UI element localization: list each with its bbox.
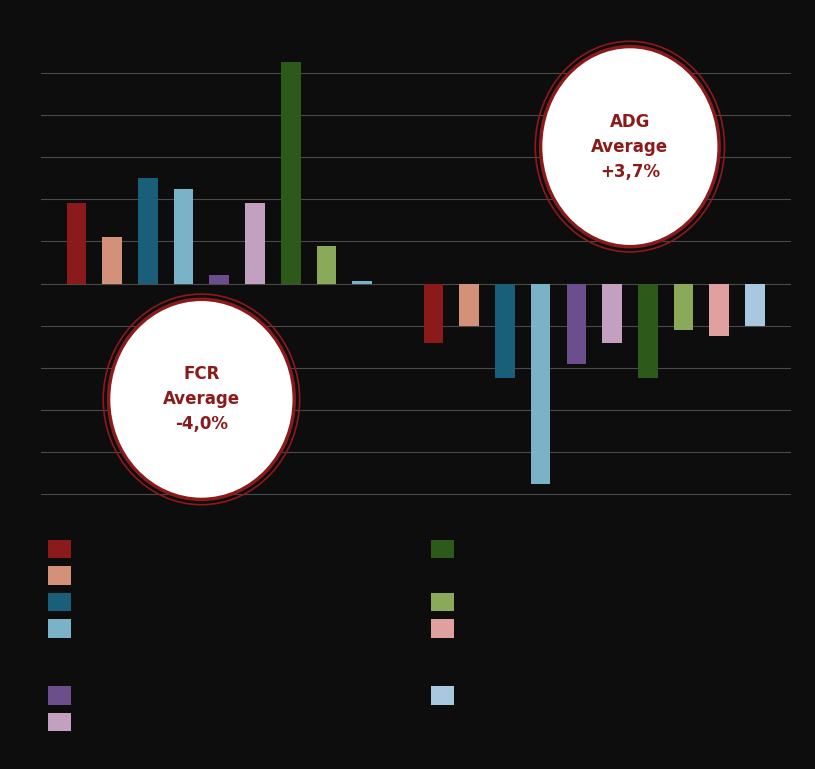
Bar xyxy=(531,284,550,484)
Bar xyxy=(495,284,515,378)
FancyBboxPatch shape xyxy=(48,687,71,704)
Bar xyxy=(602,284,622,342)
Bar xyxy=(674,284,694,330)
Bar xyxy=(281,62,301,284)
FancyBboxPatch shape xyxy=(48,540,71,558)
Bar xyxy=(352,281,372,284)
Bar xyxy=(174,188,193,284)
FancyBboxPatch shape xyxy=(431,620,454,638)
Bar xyxy=(460,284,479,325)
Text: FCR
Average
-4,0%: FCR Average -4,0% xyxy=(163,365,240,434)
Bar xyxy=(245,204,265,284)
FancyBboxPatch shape xyxy=(48,566,71,584)
Ellipse shape xyxy=(540,47,719,247)
FancyBboxPatch shape xyxy=(48,713,71,731)
FancyBboxPatch shape xyxy=(48,620,71,638)
FancyBboxPatch shape xyxy=(431,687,454,704)
Text: ADG
Average
+3,7%: ADG Average +3,7% xyxy=(592,112,668,181)
FancyBboxPatch shape xyxy=(431,540,454,558)
Bar xyxy=(745,284,764,325)
Bar xyxy=(138,178,157,284)
FancyBboxPatch shape xyxy=(431,593,454,611)
Bar xyxy=(638,284,658,378)
Bar xyxy=(103,237,122,284)
Bar xyxy=(67,204,86,284)
Bar xyxy=(424,284,443,342)
Bar xyxy=(209,275,229,284)
Bar xyxy=(566,284,586,364)
Bar xyxy=(709,284,729,336)
Ellipse shape xyxy=(108,299,294,499)
Bar xyxy=(316,245,337,284)
FancyBboxPatch shape xyxy=(48,593,71,611)
